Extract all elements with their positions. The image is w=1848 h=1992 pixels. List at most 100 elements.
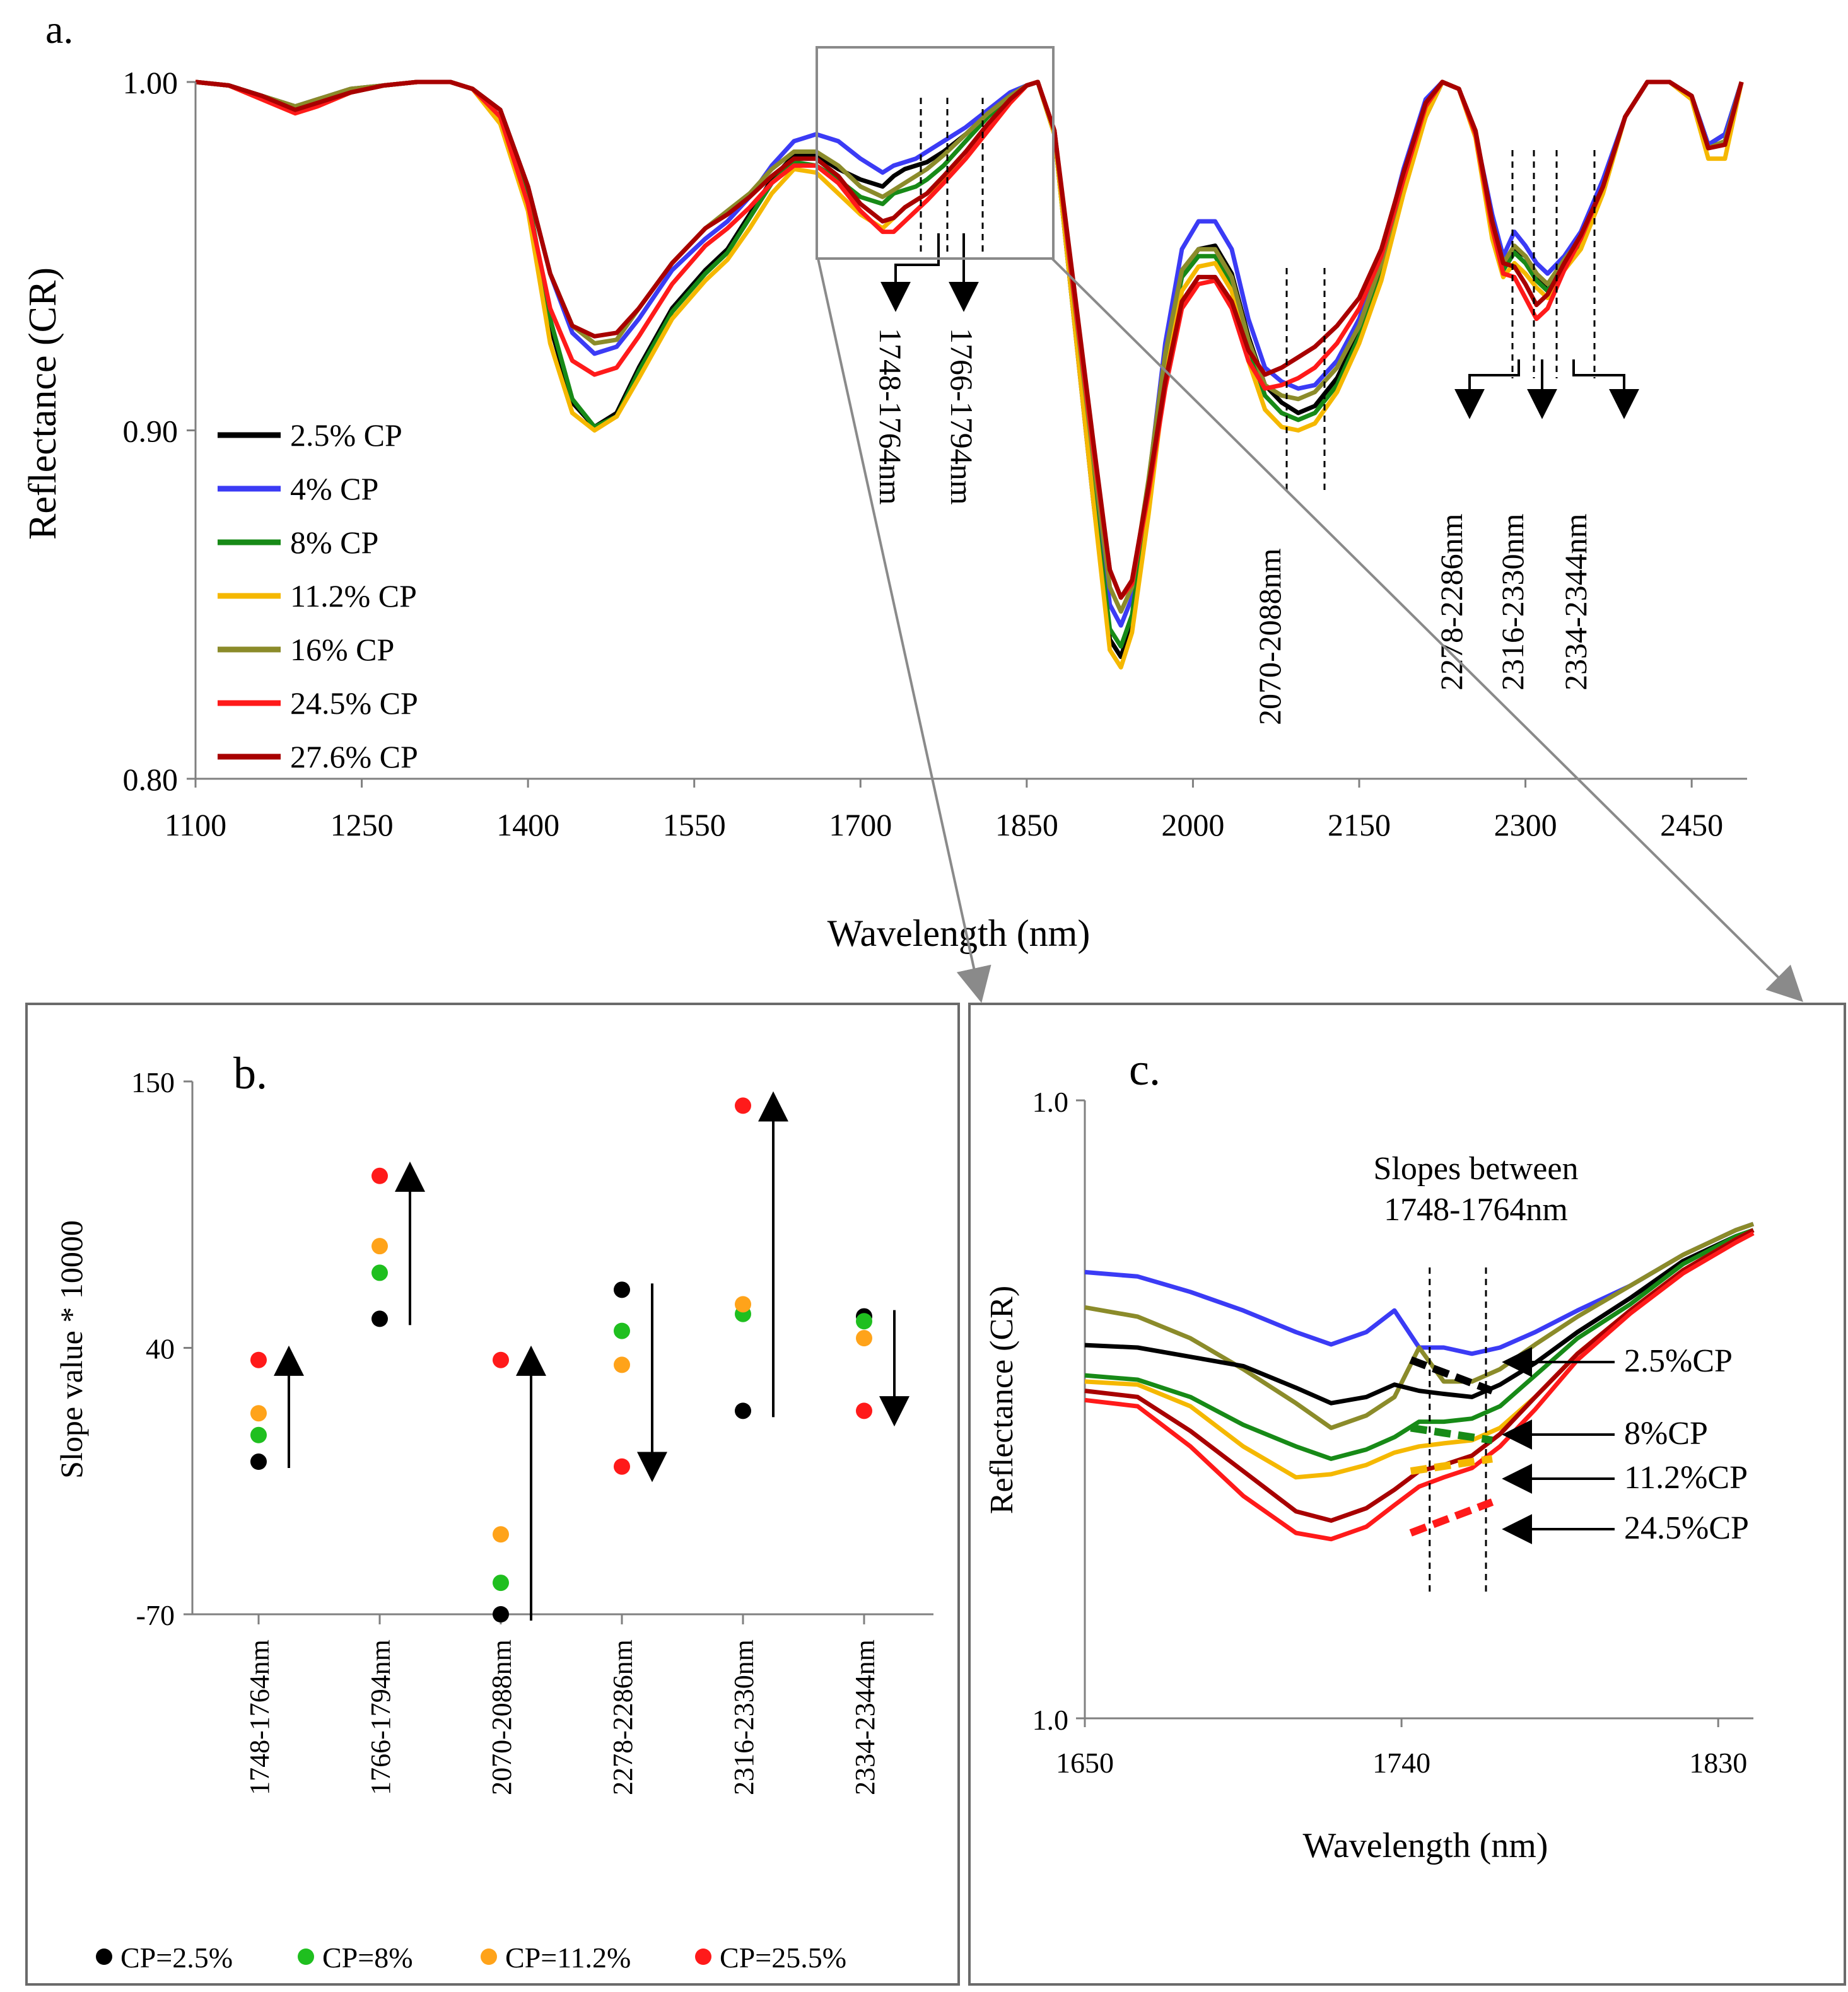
panel-b-point-cp-11-2 bbox=[371, 1238, 388, 1255]
zoom-connectors bbox=[817, 257, 1803, 1003]
zoom-connector-right bbox=[1051, 257, 1803, 1002]
panel-a-band-label: 2334-2344nm bbox=[1558, 513, 1593, 690]
panel-b-point-cp-11-2 bbox=[493, 1526, 509, 1543]
panel-b-legend-marker-cp-8 bbox=[298, 1948, 314, 1965]
panel-a-xlabel: Wavelength (nm) bbox=[828, 912, 1091, 954]
panel-a-band-label: 2278-2286nm bbox=[1434, 513, 1469, 690]
panel-c-annotation-line1: Slopes between bbox=[1374, 1151, 1579, 1187]
panel-c-x-tick-label: 1830 bbox=[1689, 1747, 1747, 1779]
panel-c-ylabel: Reflectance (CR) bbox=[984, 1286, 1020, 1514]
panel-b-point-cp-25-5 bbox=[856, 1402, 872, 1419]
panel-a-legend-label: 2.5% CP bbox=[290, 417, 402, 453]
panel-b-x-tick-label: 2070-2088nm bbox=[486, 1640, 517, 1795]
panel-b-frame bbox=[25, 1003, 960, 1986]
panel-c-slope-24-5-cp bbox=[1409, 1498, 1494, 1537]
panel-c-letter: c. bbox=[1129, 1044, 1161, 1095]
panel-b-point-cp-2-5 bbox=[735, 1402, 751, 1419]
panel-b-legend-marker-cp-2-5 bbox=[96, 1948, 112, 1965]
panel-b-letter: b. bbox=[233, 1048, 267, 1098]
panel-a-line-11-2-cp bbox=[195, 79, 1744, 670]
panel-a-band-label: 1766-1794nm bbox=[944, 328, 980, 505]
panel-a-x-tick-label: 2150 bbox=[1328, 807, 1391, 842]
zoom-connector-left bbox=[817, 258, 991, 1003]
panel-c-frame bbox=[968, 1003, 1846, 1986]
panel-b: b. Slope value * 10000 -70 40 150 1748-1764… bbox=[25, 1003, 960, 1986]
panel-b-point-cp-11-2 bbox=[856, 1330, 872, 1347]
panel-b-y-tick-label: 150 bbox=[131, 1066, 175, 1098]
panel-b-legend-label: CP=25.5% bbox=[720, 1942, 846, 1974]
panel-a-legend-label: 24.5% CP bbox=[290, 685, 418, 721]
panel-b-ylabel: Slope value * 10000 bbox=[54, 1220, 89, 1479]
panel-a-legend-label: 11.2% CP bbox=[290, 578, 417, 614]
panel-a-x-tick-label: 1850 bbox=[995, 807, 1058, 842]
panel-b-legend-marker-cp-25-5 bbox=[695, 1948, 711, 1965]
panel-a-ylabel: Reflectance (CR) bbox=[21, 267, 64, 540]
panel-b-point-cp-8 bbox=[250, 1426, 267, 1443]
panel-a-line-27-6-cp bbox=[195, 79, 1744, 600]
panel-c-series-group bbox=[1084, 1221, 1755, 1542]
panel-a-x-tick-label: 1250 bbox=[330, 807, 394, 842]
panel-b-legend-label: CP=2.5% bbox=[120, 1942, 233, 1974]
panel-c-slope-segments: 2.5%CP 8%CP 11.2%CP 24.5%CP bbox=[1409, 1267, 1749, 1595]
panel-c-xlabel: Wavelength (nm) bbox=[1303, 1826, 1548, 1865]
panel-a-x-tick-label: 2450 bbox=[1660, 807, 1723, 842]
panel-b-y-tick-label: -70 bbox=[136, 1599, 175, 1631]
panel-a-axes: 0.80 0.90 1.00 1100 1250 1400 1550 1700 1850 2000… bbox=[123, 65, 1747, 842]
panel-b-x-tick-label: 1748-1764nm bbox=[244, 1640, 275, 1795]
panel-b-legend: CP=2.5% CP=8% CP=11.2% CP=25.5% bbox=[96, 1942, 846, 1974]
panel-a-band-arrow bbox=[1572, 359, 1639, 419]
panel-b-point-cp-8 bbox=[371, 1264, 388, 1281]
panel-a-series-group bbox=[195, 79, 1744, 670]
panel-b-point-cp-2-5 bbox=[371, 1310, 388, 1327]
panel-a-x-tick-label: 1400 bbox=[496, 807, 559, 842]
panel-b-x-tick-label: 2278-2286nm bbox=[607, 1640, 638, 1795]
panel-b-axes: -70 40 150 1748-1764nm 1766-1794nm 2070-2088n… bbox=[131, 1066, 933, 1795]
panel-b-point-cp-8 bbox=[614, 1322, 630, 1339]
panel-b-point-cp-8 bbox=[856, 1313, 872, 1330]
panel-c-x-tick-label: 1650 bbox=[1056, 1747, 1114, 1779]
panel-c-axes: 1.0 1.0 1650 1740 1830 bbox=[1032, 1086, 1753, 1779]
panel-a-band-label: 2070-2088nm bbox=[1252, 548, 1287, 725]
panel-a-y-tick-label: 0.80 bbox=[123, 762, 178, 797]
panel-c-x-tick-label: 1740 bbox=[1372, 1747, 1430, 1779]
panel-a-legend-label: 4% CP bbox=[290, 471, 378, 506]
panel-a-legend-label: 8% CP bbox=[290, 525, 378, 560]
panel-c-slope-label: 11.2%CP bbox=[1624, 1460, 1748, 1496]
panel-a-band-arrow bbox=[880, 233, 940, 312]
panel-b-point-cp-25-5 bbox=[493, 1351, 509, 1368]
panel-a: a. 1748-1764nm 1766-1794nm 2070-2088nm 2278… bbox=[21, 7, 1747, 954]
panel-c-line-2-5-cp bbox=[1084, 1228, 1755, 1406]
panel-a-x-tick-label: 2000 bbox=[1161, 807, 1224, 842]
panel-a-x-tick-label: 1700 bbox=[829, 807, 892, 842]
panel-b-point-cp-11-2 bbox=[735, 1296, 751, 1313]
panel-c-slope-label: 8%CP bbox=[1624, 1416, 1708, 1452]
panel-b-point-cp-25-5 bbox=[250, 1351, 267, 1368]
panel-b-point-cp-11-2 bbox=[614, 1356, 630, 1373]
panel-a-letter: a. bbox=[45, 7, 73, 52]
panel-b-point-cp-2-5 bbox=[250, 1453, 267, 1471]
panel-b-x-tick-label: 2334-2344nm bbox=[850, 1640, 880, 1795]
panel-a-x-tick-label: 1100 bbox=[165, 807, 226, 842]
panel-c-slope-11-2-cp bbox=[1410, 1455, 1493, 1475]
panel-b-point-cp-25-5 bbox=[614, 1458, 630, 1475]
panel-b-point-cp-11-2 bbox=[250, 1405, 267, 1422]
panel-a-zoom-box bbox=[816, 46, 1055, 260]
panel-b-points bbox=[250, 1091, 909, 1622]
panel-a-legend: 2.5% CP 4% CP 8% CP 11.2% CP 16% CP 24.5% CP 2… bbox=[218, 417, 418, 774]
panel-c-annotation-line2: 1748-1764nm bbox=[1384, 1192, 1568, 1228]
panel-c-slope-8-cp bbox=[1410, 1424, 1493, 1444]
panel-b-y-tick-label: 40 bbox=[146, 1333, 175, 1365]
panel-a-band-label: 1748-1764nm bbox=[873, 328, 908, 505]
panel-c-slope-label: 2.5%CP bbox=[1624, 1343, 1733, 1379]
panel-c-line-24-5-cp bbox=[1084, 1231, 1755, 1542]
panel-b-x-tick-label: 2316-2330nm bbox=[728, 1640, 759, 1795]
panel-b-legend-label: CP=11.2% bbox=[505, 1942, 631, 1974]
panel-a-x-tick-label: 1550 bbox=[663, 807, 726, 842]
panel-b-legend-label: CP=8% bbox=[322, 1942, 413, 1974]
panel-c-y-tick-label: 1.0 bbox=[1032, 1086, 1069, 1118]
panel-b-point-cp-2-5 bbox=[493, 1606, 509, 1622]
panel-a-band-arrow bbox=[1454, 359, 1520, 419]
panel-b-x-tick-label: 1766-1794nm bbox=[365, 1640, 396, 1795]
